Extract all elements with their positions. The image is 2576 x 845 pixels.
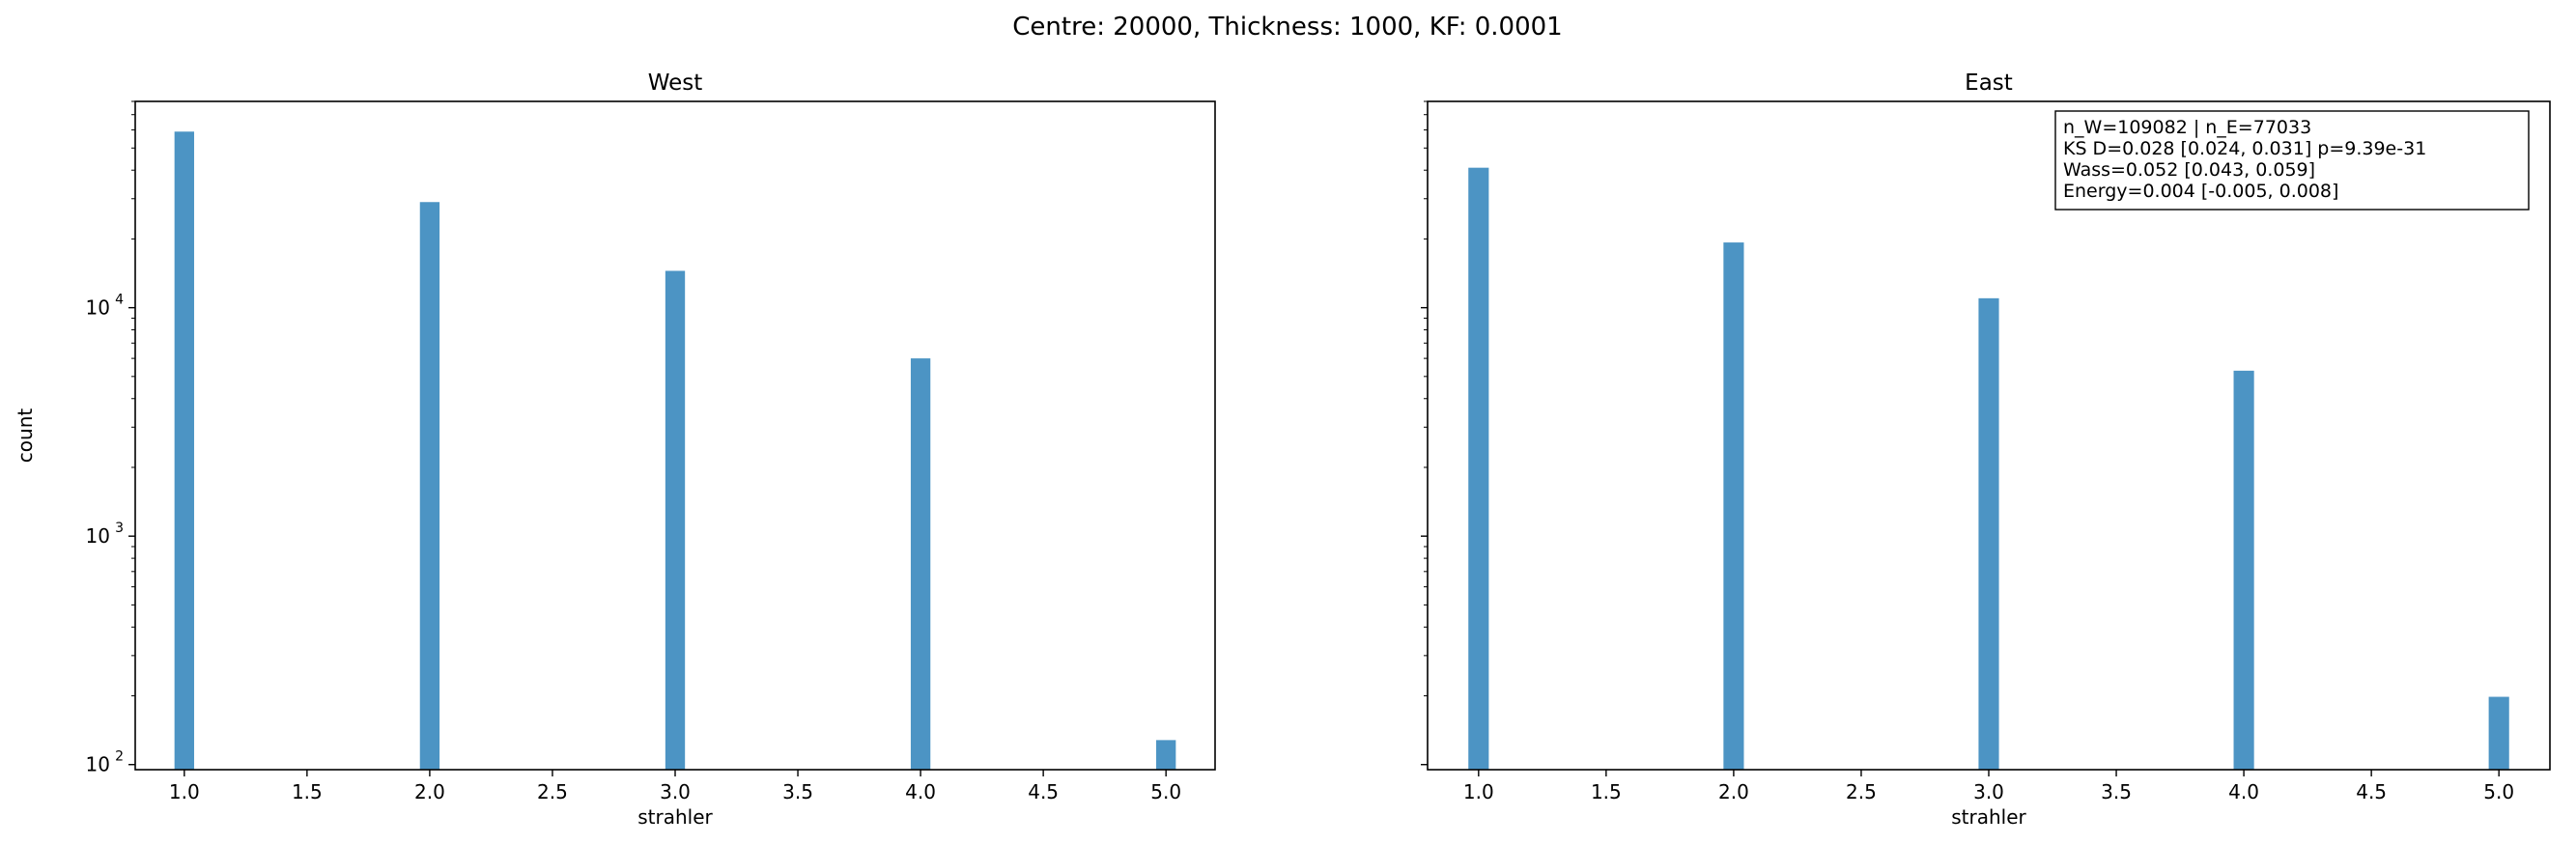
panel-title: East (1965, 70, 2013, 96)
x-tick-label: 2.0 (1718, 780, 1749, 803)
y-axis-label: count (14, 408, 37, 464)
west-panel: 1.0 1.5 2.0 2.5 3.0 3.5 4.0 4.5 5.0 10 2 10 3 10 4 West… (14, 70, 1216, 829)
x-tick-label: 1.0 (1463, 780, 1494, 803)
bar-strahler-4 (2233, 370, 2254, 770)
y-tick-label: 10 (86, 524, 110, 548)
bar-strahler-3 (1978, 297, 1999, 770)
y-tick-exponent: 4 (115, 293, 124, 308)
y-tick-exponent: 3 (115, 521, 124, 536)
x-tick-label: 4.0 (2228, 780, 2259, 803)
y-tick-label: 10 (86, 753, 110, 776)
x-tick-label: 4.5 (2356, 780, 2387, 803)
bar-strahler-4 (910, 358, 931, 770)
x-tick-label: 1.5 (292, 780, 323, 803)
bar-strahler-5 (2488, 696, 2509, 770)
figure-suptitle: Centre: 20000, Thickness: 1000, KF: 0.00… (1012, 13, 1562, 42)
x-tick-label: 2.5 (1846, 780, 1877, 803)
x-axis-label: strahler (637, 805, 713, 829)
x-tick-label: 4.5 (1028, 780, 1059, 803)
bar-strahler-1 (1468, 167, 1489, 771)
bar-strahler-2 (419, 202, 440, 770)
bar-strahler-2 (1723, 242, 1744, 770)
bar-strahler-3 (665, 270, 686, 771)
x-tick-label: 3.0 (1973, 780, 2004, 803)
bar-strahler-5 (1156, 740, 1176, 770)
x-tick-label: 3.5 (782, 780, 813, 803)
y-tick-label: 10 (86, 296, 110, 320)
bar-strahler-1 (174, 131, 194, 770)
stats-annotation-line: Wass=0.052 [0.043, 0.059] (2063, 159, 2315, 181)
panel-title: West (648, 70, 703, 96)
stats-annotation-box (2054, 110, 2530, 211)
x-tick-label: 3.0 (660, 780, 691, 803)
stats-annotation-line: n_W=109082 | n_E=77033 (2063, 117, 2311, 138)
x-tick-label: 2.0 (414, 780, 445, 803)
x-tick-label: 1.5 (1591, 780, 1622, 803)
x-tick-label: 2.5 (537, 780, 568, 803)
stats-annotation-line: Energy=0.004 [-0.005, 0.008] (2063, 181, 2338, 202)
x-tick-label: 3.5 (2101, 780, 2132, 803)
x-tick-label: 1.0 (169, 780, 200, 803)
x-axis-label: strahler (1951, 805, 2026, 829)
east-panel: 1.0 1.5 2.0 2.5 3.0 3.5 4.0 4.5 5.0 East strahler n… (1421, 70, 2551, 829)
stats-annotation-line: KS D=0.028 [0.024, 0.031] p=9.39e-31 (2063, 138, 2426, 159)
x-tick-label: 4.0 (905, 780, 936, 803)
x-tick-label: 5.0 (2483, 780, 2514, 803)
x-tick-label: 5.0 (1150, 780, 1181, 803)
y-tick-exponent: 2 (115, 749, 124, 765)
